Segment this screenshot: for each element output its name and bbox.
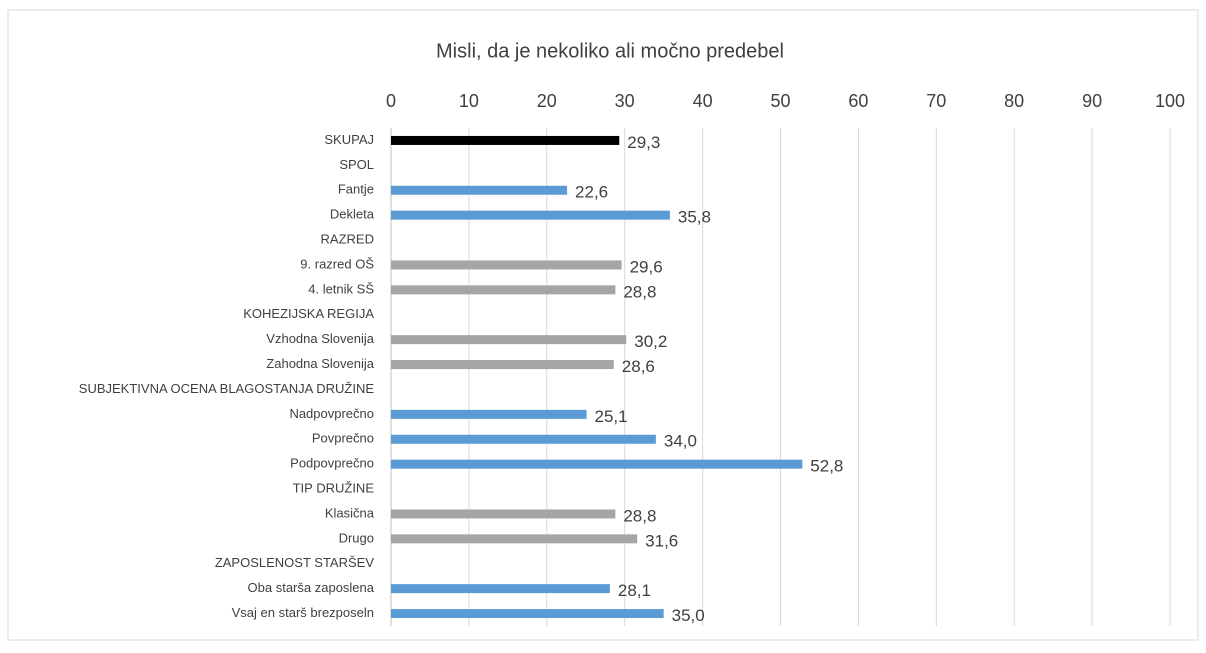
x-tick-label: 20: [537, 91, 557, 111]
y-tick-label: Nadpovprečno: [289, 406, 374, 421]
y-tick-label: ZAPOSLENOST STARŠEV: [215, 555, 375, 570]
x-tick-label: 90: [1082, 91, 1102, 111]
y-tick-label: Vzhodna Slovenija: [266, 331, 374, 346]
value-label: 28,6: [622, 357, 655, 376]
bar: [391, 135, 620, 145]
value-label: 22,6: [575, 183, 608, 202]
value-label: 29,3: [627, 133, 660, 152]
value-label: 28,1: [618, 581, 651, 600]
x-tick-label: 50: [770, 91, 790, 111]
y-tick-label: SKUPAJ: [324, 132, 374, 147]
value-label: 35,0: [672, 606, 705, 625]
x-tick-label: 60: [848, 91, 868, 111]
value-label: 30,2: [634, 332, 667, 351]
y-tick-label: TIP DRUŽINE: [293, 480, 375, 495]
chart-title: Misli, da je nekoliko ali močno predebel: [436, 40, 784, 62]
y-tick-label: Klasična: [325, 505, 375, 520]
y-tick-label: Oba starša zaposlena: [248, 580, 375, 595]
bar: [391, 185, 568, 195]
x-tick-label: 70: [926, 91, 946, 111]
bar: [391, 409, 587, 419]
y-tick-label: KOHEZIJSKA REGIJA: [243, 306, 374, 321]
y-tick-label: Povprečno: [312, 431, 374, 446]
y-tick-label: SUBJEKTIVNA OCENA BLAGOSTANJA DRUŽINE: [79, 381, 375, 396]
value-label: 28,8: [623, 506, 656, 525]
bar: [391, 534, 638, 544]
bar: [391, 360, 614, 370]
bar: [391, 584, 610, 594]
y-tick-label: RAZRED: [321, 231, 374, 246]
value-label: 34,0: [664, 432, 697, 451]
y-tick-label: Fantje: [338, 182, 374, 197]
y-tick-label: Podpovprečno: [290, 456, 374, 471]
y-tick-label: Zahodna Slovenija: [266, 356, 374, 371]
y-tick-label: 4. letnik SŠ: [308, 281, 374, 296]
bar: [391, 335, 627, 345]
value-label: 28,8: [623, 282, 656, 301]
value-label: 52,8: [810, 457, 843, 476]
value-label: 35,8: [678, 208, 711, 227]
y-tick-label: SPOL: [339, 157, 374, 172]
value-label: 31,6: [645, 531, 678, 550]
value-label: 29,6: [630, 257, 663, 276]
bar: [391, 210, 670, 220]
x-tick-label: 80: [1004, 91, 1024, 111]
x-tick-label: 100: [1155, 91, 1185, 111]
bar: [391, 285, 616, 295]
x-tick-label: 10: [459, 91, 479, 111]
bar: [391, 260, 622, 270]
y-tick-label: Dekleta: [330, 207, 375, 222]
x-tick-label: 30: [615, 91, 635, 111]
bar: [391, 434, 656, 444]
value-label: 25,1: [595, 407, 628, 426]
bar: [391, 609, 664, 619]
y-tick-label: 9. razred OŠ: [300, 256, 374, 271]
bar: [391, 459, 803, 469]
x-tick-label: 40: [693, 91, 713, 111]
bar: [391, 509, 616, 519]
x-tick-label: 0: [386, 91, 396, 111]
y-tick-label: Vsaj en starš brezposeln: [232, 605, 374, 620]
y-tick-label: Drugo: [339, 530, 374, 545]
